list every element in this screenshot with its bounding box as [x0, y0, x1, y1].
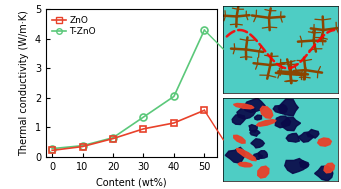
Polygon shape — [237, 105, 255, 119]
Polygon shape — [299, 132, 314, 142]
Polygon shape — [315, 166, 333, 181]
Polygon shape — [250, 130, 260, 136]
Polygon shape — [225, 147, 245, 163]
Polygon shape — [236, 149, 256, 161]
Polygon shape — [253, 153, 263, 159]
Polygon shape — [254, 115, 262, 120]
Polygon shape — [300, 161, 309, 168]
Polygon shape — [286, 133, 299, 142]
Polygon shape — [281, 117, 300, 131]
Polygon shape — [275, 116, 291, 128]
Polygon shape — [232, 115, 245, 125]
X-axis label: Content (wt%): Content (wt%) — [96, 177, 167, 187]
Polygon shape — [285, 159, 308, 174]
Polygon shape — [258, 151, 267, 158]
Polygon shape — [258, 166, 269, 178]
Polygon shape — [251, 139, 264, 148]
Polygon shape — [249, 125, 257, 132]
Polygon shape — [238, 163, 252, 167]
Legend: ZnO, T-ZnO: ZnO, T-ZnO — [50, 14, 98, 38]
Polygon shape — [278, 99, 298, 116]
Polygon shape — [324, 163, 335, 173]
Polygon shape — [318, 138, 331, 146]
Polygon shape — [307, 129, 319, 138]
Polygon shape — [244, 98, 265, 112]
Polygon shape — [234, 135, 245, 143]
Polygon shape — [256, 120, 276, 126]
Polygon shape — [260, 106, 273, 118]
Polygon shape — [234, 103, 254, 109]
Y-axis label: Thermal conductivity (W/m·K): Thermal conductivity (W/m·K) — [19, 10, 29, 156]
Polygon shape — [273, 104, 287, 114]
